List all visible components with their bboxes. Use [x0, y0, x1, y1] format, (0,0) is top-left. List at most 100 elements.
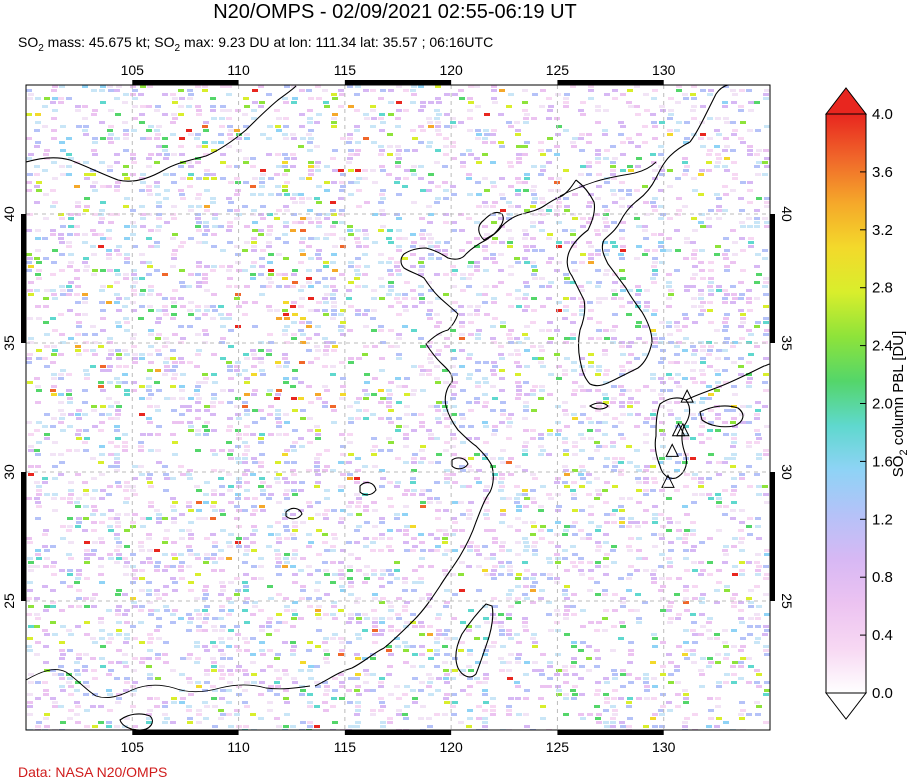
so2-pixel [266, 621, 272, 624]
so2-pixel [692, 349, 698, 352]
so2-pixel [154, 697, 160, 700]
so2-pixel [155, 349, 161, 352]
so2-pixel [498, 621, 504, 624]
so2-pixel [291, 617, 297, 620]
so2-pixel [242, 113, 248, 116]
so2-pixel [299, 89, 305, 92]
so2-pixel [739, 477, 745, 480]
so2-pixel [530, 497, 536, 500]
so2-pixel [242, 473, 248, 476]
so2-pixel [562, 557, 568, 560]
so2-pixel [283, 697, 289, 700]
so2-pixel [746, 525, 752, 528]
so2-pixel [546, 97, 552, 100]
so2-pixel [372, 593, 378, 596]
so2-pixel [660, 109, 666, 112]
so2-pixel [627, 461, 633, 464]
so2-pixel [754, 153, 760, 156]
so2-pixel [746, 681, 752, 684]
so2-pixel [764, 165, 770, 168]
so2-pixel [290, 153, 296, 156]
so2-pixel [355, 469, 361, 472]
so2-pixel [147, 549, 153, 552]
so2-pixel [124, 529, 130, 532]
so2-pixel [291, 397, 297, 400]
so2-pixel [196, 617, 202, 620]
so2-pixel [578, 385, 584, 388]
so2-pixel [612, 313, 618, 316]
so2-pixel [755, 617, 761, 620]
so2-pixel [746, 657, 752, 660]
so2-pixel [467, 545, 473, 548]
so2-pixel [363, 669, 369, 672]
so2-pixel [316, 453, 322, 456]
so2-pixel [714, 165, 720, 168]
so2-pixel [604, 269, 610, 272]
so2-pixel [610, 169, 616, 172]
so2-pixel [467, 265, 473, 268]
so2-pixel [602, 129, 608, 132]
so2-pixel [44, 437, 50, 440]
so2-pixel [115, 181, 121, 184]
so2-pixel [690, 413, 696, 416]
so2-pixel [530, 589, 536, 592]
so2-pixel [283, 493, 289, 496]
so2-pixel [172, 333, 178, 336]
so2-pixel [66, 153, 72, 156]
so2-pixel [579, 485, 585, 488]
so2-pixel [300, 661, 306, 664]
so2-pixel [331, 181, 337, 184]
so2-pixel [468, 153, 474, 156]
so2-pixel [660, 665, 666, 668]
so2-pixel [115, 593, 121, 596]
so2-pixel [444, 629, 450, 632]
so2-pixel [196, 265, 202, 268]
so2-pixel [122, 613, 128, 616]
so2-pixel [763, 577, 769, 580]
so2-pixel [276, 193, 282, 196]
so2-pixel [284, 169, 290, 172]
so2-pixel [684, 569, 690, 572]
so2-pixel [290, 653, 296, 656]
so2-pixel [442, 249, 448, 252]
so2-pixel [26, 181, 32, 184]
so2-pixel [195, 197, 201, 200]
so2-pixel [146, 557, 152, 560]
so2-pixel [516, 305, 522, 308]
so2-pixel [564, 277, 570, 280]
so2-pixel [492, 537, 498, 540]
so2-pixel [587, 561, 593, 564]
so2-pixel [578, 677, 584, 680]
so2-pixel [76, 605, 82, 608]
so2-pixel [91, 405, 97, 408]
so2-pixel [308, 221, 314, 224]
so2-pixel [338, 197, 344, 200]
so2-pixel [203, 333, 209, 336]
so2-pixel [219, 449, 225, 452]
so2-pixel [554, 673, 560, 676]
so2-pixel [364, 309, 370, 312]
so2-pixel [210, 641, 216, 644]
so2-pixel [724, 313, 730, 316]
so2-pixel [196, 685, 202, 688]
so2-pixel [699, 425, 705, 428]
so2-pixel [68, 157, 74, 160]
so2-pixel [371, 117, 377, 120]
so2-pixel [396, 617, 402, 620]
so2-pixel [579, 449, 585, 452]
so2-pixel [611, 545, 617, 548]
so2-pixel [395, 645, 401, 648]
so2-pixel [171, 301, 177, 304]
summary-subscript-2: 2 [174, 42, 181, 54]
so2-pixel [210, 657, 216, 660]
so2-pixel [147, 353, 153, 356]
so2-pixel [652, 521, 658, 524]
so2-pixel [68, 633, 74, 636]
so2-pixel [316, 605, 322, 608]
so2-pixel [588, 437, 594, 440]
so2-pixel [468, 501, 474, 504]
so2-pixel [580, 101, 586, 104]
so2-pixel [323, 693, 329, 696]
so2-pixel [347, 225, 353, 228]
so2-pixel [419, 425, 425, 428]
